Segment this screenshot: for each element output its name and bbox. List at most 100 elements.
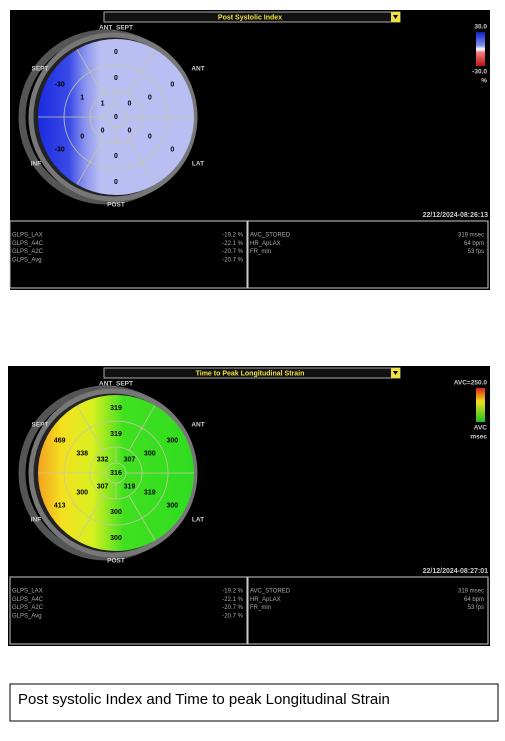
segment-value: 0 bbox=[114, 114, 118, 121]
segment-value: 0 bbox=[127, 100, 131, 107]
scale-label: AVC=250.0 bbox=[454, 380, 488, 387]
bullseye bbox=[38, 39, 194, 195]
stat-value: 64 bpm bbox=[464, 597, 484, 603]
orientation-label: POST bbox=[107, 558, 125, 565]
segment-value: 300 bbox=[76, 489, 88, 496]
segment-value: 0 bbox=[127, 127, 131, 134]
segment-value: 300 bbox=[166, 502, 178, 509]
segment-value: 0 bbox=[148, 133, 152, 140]
stats-box bbox=[9, 220, 248, 289]
stats-box bbox=[9, 576, 248, 645]
stat-name: GLPS_A2C bbox=[12, 605, 44, 611]
stat-value: -20.7 % bbox=[222, 605, 243, 611]
stat-value: 319 msec bbox=[458, 233, 484, 239]
stat-name: GLPS_LAX bbox=[12, 589, 43, 595]
stat-name: FR_min bbox=[250, 605, 271, 611]
segment-value: 319 bbox=[110, 405, 122, 412]
stat-value: -20.7 % bbox=[222, 249, 243, 255]
segment-divider bbox=[128, 139, 156, 185]
segment-value: 300 bbox=[110, 535, 122, 542]
stat-value: 319 msec bbox=[458, 589, 484, 595]
segment-divider bbox=[76, 495, 104, 541]
segment-value: 332 bbox=[97, 456, 109, 463]
orientation-label: LAT bbox=[192, 161, 204, 168]
orientation-label: ANT bbox=[191, 66, 204, 73]
scale-label: AVC bbox=[474, 425, 488, 432]
caption-box bbox=[9, 683, 499, 722]
segment-value: 0 bbox=[101, 127, 105, 134]
segment-divider bbox=[76, 49, 104, 95]
stat-value: -22.1 % bbox=[222, 241, 243, 247]
stat-name: FR_min bbox=[250, 249, 271, 255]
orientation-label: LAT bbox=[192, 517, 204, 524]
segment-value: 307 bbox=[124, 456, 136, 463]
scale-label: 30.0 bbox=[474, 24, 487, 31]
orientation-label: ANT_SEPT bbox=[99, 25, 133, 32]
segment-value: 1 bbox=[80, 94, 84, 101]
stat-name: HR_ApLAX bbox=[250, 241, 281, 247]
segment-divider bbox=[128, 49, 156, 95]
stat-value: -20.7 % bbox=[222, 257, 243, 263]
orientation-label: INF bbox=[31, 161, 42, 168]
stat-value: 53 fps bbox=[468, 605, 484, 611]
color-scale bbox=[476, 388, 485, 422]
stat-name: GLPS_A2C bbox=[12, 249, 44, 255]
segment-value: 469 bbox=[54, 437, 66, 444]
stat-value: -19.2 % bbox=[222, 589, 243, 595]
segment-value: -30 bbox=[55, 81, 65, 88]
scale-label: msec bbox=[470, 434, 487, 441]
scale-label: -30.0 bbox=[472, 69, 487, 76]
orientation-label: ANT_SEPT bbox=[99, 381, 133, 388]
segment-value: 0 bbox=[114, 75, 118, 82]
caption: Post systolic Index and Time to peak Lon… bbox=[18, 691, 390, 708]
stat-name: GLPS_Avg bbox=[12, 257, 42, 263]
stat-value: 64 bpm bbox=[464, 241, 484, 247]
segment-divider bbox=[128, 495, 156, 541]
stat-name: HR_ApLAX bbox=[250, 597, 281, 603]
segment-value: 1 bbox=[101, 100, 105, 107]
orientation-label: ANT bbox=[191, 422, 204, 429]
segment-value: 319 bbox=[124, 483, 136, 490]
stat-name: AVC_STORED bbox=[250, 233, 291, 239]
segment-value: -30 bbox=[55, 146, 65, 153]
segment-value: 413 bbox=[54, 502, 66, 509]
panel-title: Post Systolic Index bbox=[218, 14, 282, 21]
orientation-label: INF bbox=[31, 517, 42, 524]
orientation-label: POST bbox=[107, 202, 125, 209]
segment-divider bbox=[76, 139, 104, 185]
stat-name: GLPS_A4C bbox=[12, 241, 44, 247]
segment-value: 307 bbox=[97, 483, 109, 490]
scale-label: % bbox=[481, 78, 487, 85]
stat-name: GLPS_A4C bbox=[12, 597, 44, 603]
segment-value: 319 bbox=[144, 489, 156, 496]
stat-value: -19.2 % bbox=[222, 233, 243, 239]
stat-value: 53 fps bbox=[468, 249, 484, 255]
timestamp: 22/12/2024-08:26:13 bbox=[423, 212, 488, 219]
segment-value: 0 bbox=[114, 153, 118, 160]
timestamp: 22/12/2024-08:27:01 bbox=[423, 568, 488, 575]
orientation-label: SEPT bbox=[32, 66, 49, 73]
segment-value: 338 bbox=[76, 450, 88, 457]
dropdown-arrow bbox=[393, 371, 398, 375]
stat-name: GLPS_LAX bbox=[12, 233, 43, 239]
stat-name: AVC_STORED bbox=[250, 589, 291, 595]
stats-box bbox=[247, 576, 489, 645]
segment-value: 0 bbox=[148, 94, 152, 101]
orientation-label: SEPT bbox=[32, 422, 49, 429]
stat-value: -22.1 % bbox=[222, 597, 243, 603]
panel-title: Time to Peak Longitudinal Strain bbox=[196, 370, 305, 377]
stats-box bbox=[247, 220, 489, 289]
segment-value: 0 bbox=[170, 146, 174, 153]
segment-value: 300 bbox=[110, 509, 122, 516]
color-scale bbox=[476, 32, 485, 66]
bullseye bbox=[38, 395, 194, 551]
segment-value: 300 bbox=[144, 450, 156, 457]
segment-value: 0 bbox=[80, 133, 84, 140]
segment-value: 0 bbox=[114, 49, 118, 56]
segment-divider bbox=[76, 405, 104, 451]
segment-value: 0 bbox=[114, 179, 118, 186]
segment-value: 319 bbox=[110, 431, 122, 438]
segment-value: 300 bbox=[166, 437, 178, 444]
dropdown-arrow bbox=[393, 15, 398, 19]
